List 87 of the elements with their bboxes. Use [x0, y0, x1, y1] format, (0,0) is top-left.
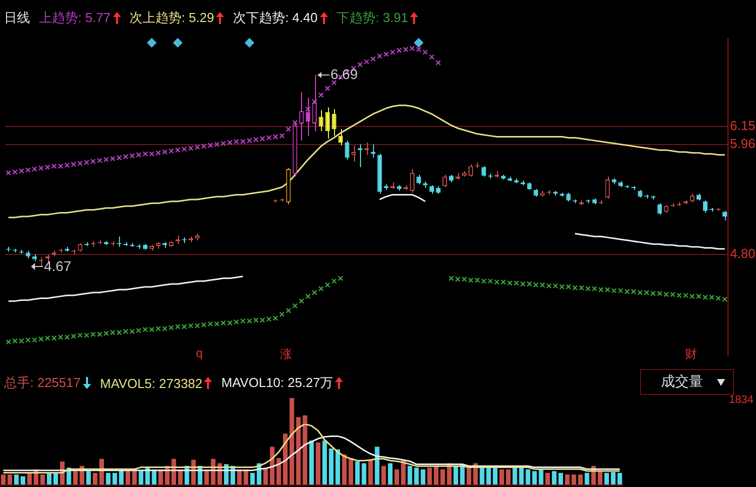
candlestick [332, 108, 336, 136]
bar [335, 449, 340, 485]
candlestick [338, 128, 343, 146]
bar [381, 466, 386, 485]
candlestick [442, 174, 448, 188]
bar [276, 458, 282, 485]
bar [138, 471, 144, 485]
candlestick [657, 202, 662, 216]
text: 成交量 [661, 373, 703, 391]
bar [342, 454, 347, 485]
y-tick-label: 6.15 [730, 118, 756, 133]
bar [355, 462, 360, 485]
text: 1834 [729, 394, 754, 406]
bar [92, 472, 98, 485]
bar [408, 466, 412, 485]
bar [492, 468, 498, 485]
bar [401, 460, 406, 485]
bar [106, 472, 111, 485]
bar [368, 460, 373, 485]
candlestick [468, 164, 474, 178]
candlestick [318, 110, 324, 132]
bar [558, 472, 564, 485]
candlestick [351, 144, 356, 162]
candlestick [344, 140, 350, 160]
candlestick [410, 168, 414, 194]
bar [322, 440, 327, 485]
chart-title: 日线 [4, 9, 30, 27]
bar [454, 466, 458, 485]
bar [328, 448, 334, 485]
bar [506, 469, 511, 485]
bar [519, 468, 524, 485]
bar [362, 463, 366, 485]
bar [86, 471, 91, 485]
bar [584, 472, 590, 485]
bar [427, 468, 432, 485]
bar [302, 415, 308, 485]
bar [388, 463, 393, 485]
bar [348, 458, 354, 485]
bar [538, 469, 544, 485]
annotation: 4.67 [44, 258, 72, 274]
candlestick [312, 74, 317, 132]
bar [440, 469, 445, 485]
text: 次下趋势: 4.40 [233, 9, 318, 27]
bar [250, 472, 255, 485]
bar [466, 468, 472, 485]
bar [0, 474, 6, 485]
bar [290, 398, 294, 485]
bar [8, 474, 12, 485]
candlestick [605, 176, 610, 199]
bar [14, 474, 19, 485]
y-tick-label: 5.96 [730, 136, 756, 151]
bar [552, 471, 556, 485]
bar [296, 417, 301, 485]
bar [40, 474, 45, 485]
text: 次上趋势: 5.29 [130, 9, 214, 27]
bar [27, 472, 32, 485]
bar [394, 469, 400, 485]
bar [112, 472, 118, 485]
annotation: 财 [685, 346, 697, 363]
candlestick [325, 106, 330, 140]
bar [578, 474, 583, 485]
text: MAVOL10: 25.27万 [221, 374, 334, 392]
bar [565, 474, 570, 485]
y-tick-label: 4.80 [730, 246, 756, 262]
bar [545, 472, 550, 485]
bar [316, 442, 320, 485]
bar [499, 469, 504, 485]
bar [572, 474, 576, 485]
text: MAVOL5: 273382 [100, 376, 202, 390]
annotation: q [196, 346, 203, 360]
bar [604, 472, 609, 485]
bar [610, 472, 616, 485]
candlestick [482, 166, 486, 178]
bar [598, 471, 602, 485]
bar [512, 468, 518, 485]
bar [73, 471, 78, 485]
text: 下趋势: 3.91 [336, 9, 408, 27]
candlestick [702, 200, 708, 214]
bar [20, 476, 26, 485]
candlestick [306, 97, 310, 136]
candlestick [416, 174, 421, 185]
bar [617, 472, 622, 485]
legend-label: 总手: 225517 [4, 374, 81, 392]
text: 上趋势: 5.77 [39, 9, 111, 27]
bar [434, 466, 438, 485]
bar [309, 440, 314, 485]
annotation: 涨 [280, 346, 292, 363]
